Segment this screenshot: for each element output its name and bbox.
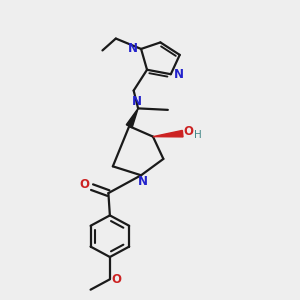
Text: O: O [80, 178, 90, 191]
Text: N: N [128, 42, 138, 55]
Text: O: O [183, 125, 193, 138]
Text: N: N [138, 175, 148, 188]
Polygon shape [126, 108, 138, 128]
Text: O: O [111, 273, 122, 286]
Text: N: N [132, 95, 142, 108]
Polygon shape [153, 130, 183, 137]
Text: N: N [174, 68, 184, 81]
Text: H: H [194, 130, 202, 140]
